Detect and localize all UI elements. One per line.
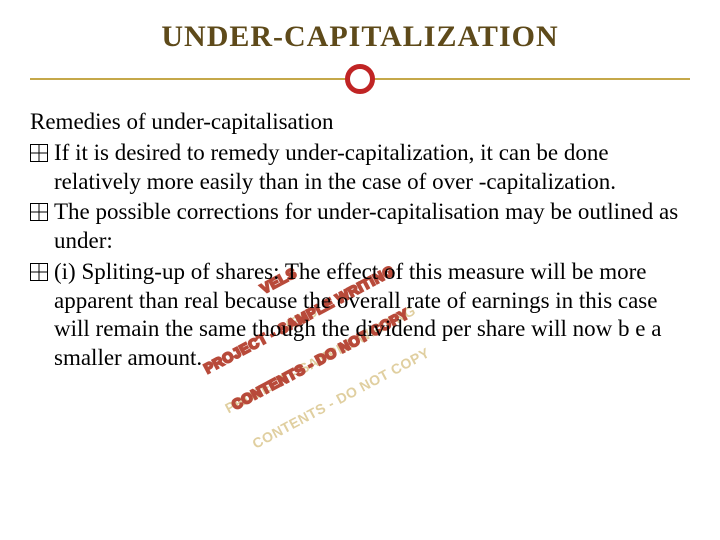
slide-container: UNDER-CAPITALIZATION VELS PROJECT - SAMP… bbox=[0, 0, 720, 540]
title-divider bbox=[30, 62, 690, 96]
content-subhead: Remedies of under-capitalisation bbox=[30, 108, 690, 137]
divider-circle-icon bbox=[345, 64, 375, 94]
bullet-item: (i) Spliting-up of shares: The effect of… bbox=[30, 258, 690, 373]
checkbox-bullet-icon bbox=[30, 263, 48, 281]
checkbox-bullet-icon bbox=[30, 203, 48, 221]
bullet-item: If it is desired to remedy under-capital… bbox=[30, 139, 690, 197]
bullet-text: If it is desired to remedy under-capital… bbox=[54, 139, 690, 197]
checkbox-bullet-icon bbox=[30, 144, 48, 162]
slide-title: UNDER-CAPITALIZATION bbox=[30, 20, 690, 54]
bullet-text: The possible corrections for under-capit… bbox=[54, 198, 690, 256]
bullet-item: The possible corrections for under-capit… bbox=[30, 198, 690, 256]
bullet-text: (i) Spliting-up of shares: The effect of… bbox=[54, 258, 690, 373]
content-body: Remedies of under-capitalisation If it i… bbox=[30, 108, 690, 373]
